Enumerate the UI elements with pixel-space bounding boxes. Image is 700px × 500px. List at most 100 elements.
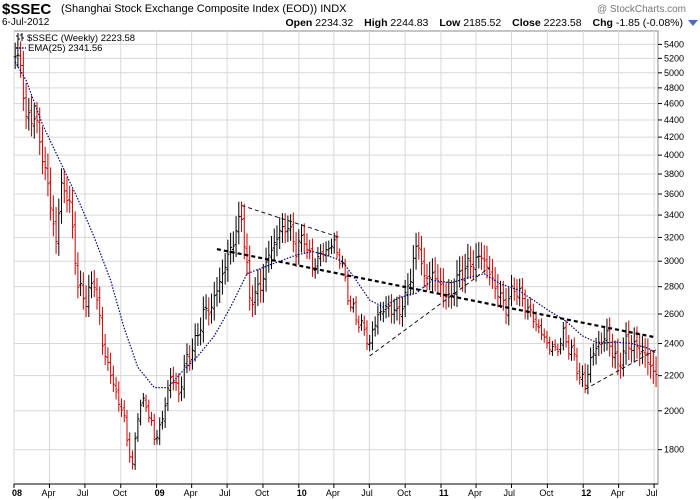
x-tick-label: Oct (397, 488, 412, 498)
price-bar (49, 167, 53, 221)
price-bar (60, 168, 64, 224)
x-tick-label: Apr (326, 488, 340, 498)
price-bar (229, 232, 233, 265)
grid (13, 31, 658, 484)
price-bar (204, 294, 208, 320)
price-bar (130, 450, 134, 470)
price-bar (351, 298, 355, 313)
price-bar (174, 372, 178, 391)
price-bar (548, 336, 552, 355)
price-bar (294, 231, 298, 268)
price-bar (545, 330, 549, 349)
price-bar (79, 270, 83, 297)
price-bar (240, 201, 244, 233)
price-bar (166, 380, 170, 411)
price-bar (529, 297, 533, 318)
price-bar (114, 376, 118, 400)
price-bar (226, 239, 230, 282)
price-bar (510, 274, 514, 307)
price-bar (169, 368, 173, 399)
price-bar (256, 269, 260, 306)
price-bar (248, 245, 252, 311)
chart-date: 6-Jul-2012 (2, 17, 50, 28)
price-bar (654, 356, 658, 388)
price-bar (38, 107, 42, 155)
price-bar (35, 101, 39, 134)
price-bar (567, 334, 571, 360)
y-tick-label: 4200 (664, 132, 684, 142)
ohlc-readout: Open 2234.32 High 2244.83 Low 2185.52 Cl… (286, 17, 687, 29)
price-bar (632, 327, 636, 363)
price-bar (87, 274, 91, 318)
price-bar (185, 343, 189, 374)
price-bar (122, 400, 126, 423)
symbol-label: $SSEC (2, 1, 52, 18)
price-bar (414, 232, 418, 270)
price-bar (338, 248, 342, 270)
chg-label: Chg (592, 17, 613, 29)
price-bar (496, 274, 500, 308)
price-bar (420, 235, 424, 276)
price-bar (144, 394, 148, 412)
price-bar (291, 212, 295, 253)
low-label: Low (439, 17, 461, 29)
price-bar (534, 311, 538, 332)
y-tick-label: 3600 (664, 189, 684, 199)
price-bar (283, 213, 287, 244)
price-bar (488, 255, 492, 286)
price-bar (57, 198, 61, 256)
y-tick-label: 4800 (664, 83, 684, 93)
price-bar (616, 338, 620, 376)
trendline-channel (241, 204, 340, 238)
price-bar (120, 398, 124, 417)
x-tick-label: Jul (646, 488, 658, 498)
price-bar (354, 296, 358, 326)
chg-value: -1.85 (-0.08%) (615, 17, 683, 29)
y-tick-label: 3000 (664, 256, 684, 266)
price-bar (480, 242, 484, 270)
y-tick-label: 2000 (664, 406, 684, 416)
price-bar (275, 225, 279, 257)
price-bar (300, 223, 304, 253)
price-bar (417, 231, 421, 260)
price-bar (343, 258, 347, 282)
price-bar (30, 95, 34, 137)
price-bar (272, 228, 276, 260)
x-tick-label: Apr (41, 488, 55, 498)
y-tick-label: 2400 (664, 339, 684, 349)
price-bar (327, 240, 331, 257)
symbol-description: (Shanghai Stock Exchange Composite Index… (61, 3, 347, 15)
price-bar (289, 214, 293, 241)
price-bar (163, 397, 167, 429)
x-tick-label: Jul (361, 488, 373, 498)
price-bar (95, 277, 99, 310)
price-bar (212, 281, 216, 321)
price-bar (270, 236, 274, 270)
x-axis: 08 Apr Jul Oct 09 Apr Jul Oct 10 Apr Jul Oct 11 Apr Ju… (12, 483, 658, 498)
ema-line (14, 61, 657, 389)
price-bar (398, 294, 402, 325)
price-bar (621, 337, 625, 377)
y-tick-label: 5000 (664, 68, 684, 78)
price-bar (92, 270, 96, 298)
price-bar (583, 363, 587, 394)
price-bar (540, 318, 544, 341)
x-tick-label: Oct (255, 488, 270, 498)
price-bar (589, 347, 593, 383)
price-bar (207, 297, 211, 326)
price-bar (188, 345, 192, 371)
price-bar (65, 176, 69, 213)
price-bar (370, 321, 374, 351)
price-bar (556, 343, 560, 357)
x-tick-label: Jul (77, 488, 89, 498)
trendlines (216, 204, 657, 390)
price-bar (43, 146, 47, 181)
dropdown-arrow-icon[interactable] (688, 20, 698, 26)
price-bar (46, 153, 50, 197)
price-bar (504, 287, 508, 325)
price-bar (158, 417, 162, 446)
price-bar (316, 247, 320, 275)
price-bar (439, 267, 443, 298)
price-bar (242, 203, 246, 260)
price-bar (54, 207, 58, 254)
